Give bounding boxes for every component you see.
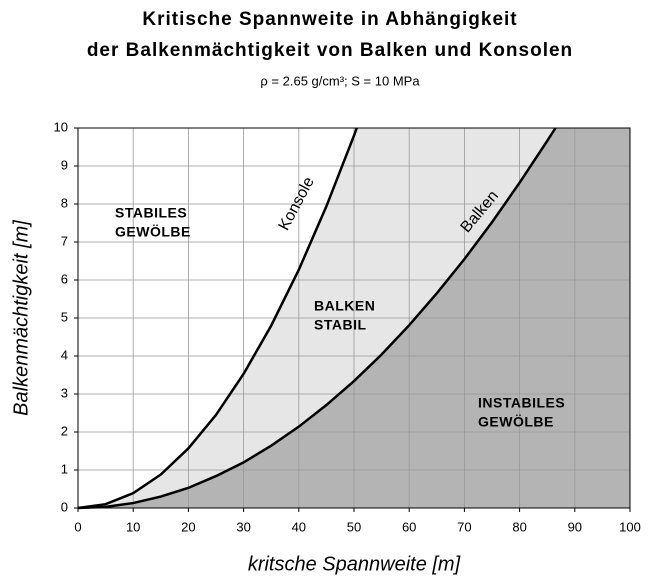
- x-tick-label: 20: [181, 519, 195, 534]
- region-label: INSTABILES: [478, 395, 565, 411]
- y-tick-label: 6: [61, 271, 68, 286]
- y-tick-label: 5: [61, 309, 68, 324]
- x-tick-label: 50: [347, 519, 361, 534]
- region-label: GEWÖLBE: [115, 224, 191, 240]
- x-tick-label: 0: [74, 519, 81, 534]
- subtitle: ρ = 2.65 g/cm³; S = 10 MPa: [260, 73, 420, 88]
- x-tick-label: 70: [457, 519, 471, 534]
- line: [77, 127, 358, 510]
- x-tick-label: 40: [292, 519, 306, 534]
- chart-title: Kritische Spannweite in Abhängigkeit: [142, 9, 517, 30]
- y-tick-label: 8: [61, 195, 68, 210]
- region-label: STABILES: [115, 205, 187, 221]
- x-tick-label: 30: [236, 519, 250, 534]
- y-tick-label: 7: [61, 233, 68, 248]
- x-tick-label: 80: [512, 519, 526, 534]
- y-tick-label: 3: [61, 385, 68, 400]
- chart-title: der Balkenmächtigkeit von Balken und Kon…: [87, 40, 573, 61]
- x-tick-label: 60: [402, 519, 416, 534]
- y-tick-label: 10: [54, 119, 68, 134]
- y-tick-label: 2: [61, 423, 68, 438]
- y-tick-label: 1: [61, 461, 68, 476]
- y-axis-label: Balkenmächtigkeit [m]: [10, 220, 32, 416]
- x-tick-label: 100: [619, 519, 641, 534]
- x-tick-label: 10: [126, 519, 140, 534]
- line: [77, 127, 557, 510]
- region-label: STABIL: [314, 317, 367, 333]
- region-label: BALKEN: [314, 298, 375, 314]
- region-label: GEWÖLBE: [478, 414, 554, 430]
- y-tick-label: 4: [61, 347, 68, 362]
- x-tick-label: 90: [568, 519, 582, 534]
- y-tick-label: 9: [61, 157, 68, 172]
- plot-frame: [77, 127, 631, 509]
- x-axis-label: kritsche Spannweite [m]: [248, 553, 461, 575]
- y-tick-label: 0: [61, 499, 68, 514]
